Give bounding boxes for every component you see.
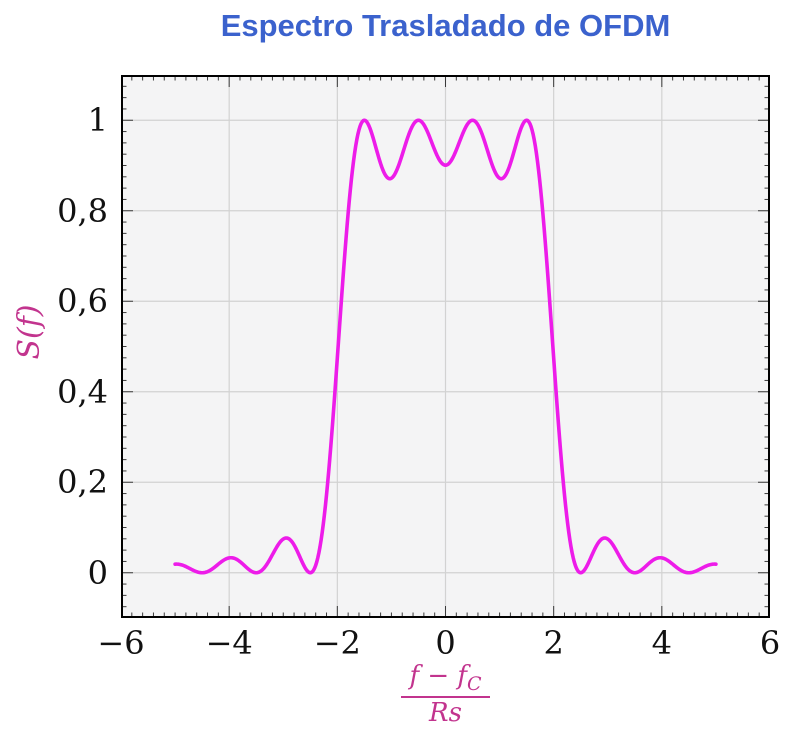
y-tick-label: 0,6 bbox=[57, 282, 108, 321]
plot-area bbox=[121, 75, 770, 618]
y-tick-label: 0,8 bbox=[57, 191, 108, 230]
x-axis-label-numerator-text: f − f bbox=[409, 661, 467, 691]
x-axis-label: f − fC Rs bbox=[121, 661, 770, 729]
y-tick-label: 0,2 bbox=[57, 463, 108, 502]
x-axis-label-subscript: C bbox=[467, 673, 482, 696]
x-tick-label: 6 bbox=[759, 624, 781, 662]
x-tick-label: −6 bbox=[97, 624, 145, 662]
x-tick-label: −4 bbox=[205, 624, 253, 662]
y-tick-label: 0 bbox=[87, 553, 108, 592]
x-axis-label-denominator: Rs bbox=[429, 698, 462, 729]
x-axis-label-numerator: f − fC bbox=[401, 661, 490, 699]
x-tick-label: −2 bbox=[313, 624, 361, 662]
plot-frame bbox=[121, 75, 770, 618]
x-axis-label-fraction: f − fC Rs bbox=[401, 661, 490, 729]
y-tick-label: 1 bbox=[87, 101, 108, 140]
y-tick-label: 0,4 bbox=[57, 372, 108, 411]
chart-title: Espectro Trasladado de OFDM bbox=[220, 8, 671, 43]
x-tick-label: 0 bbox=[435, 624, 456, 662]
x-tick-label: 2 bbox=[543, 624, 564, 662]
x-tick-label: 4 bbox=[651, 624, 672, 662]
spectrum-curve bbox=[173, 118, 718, 575]
